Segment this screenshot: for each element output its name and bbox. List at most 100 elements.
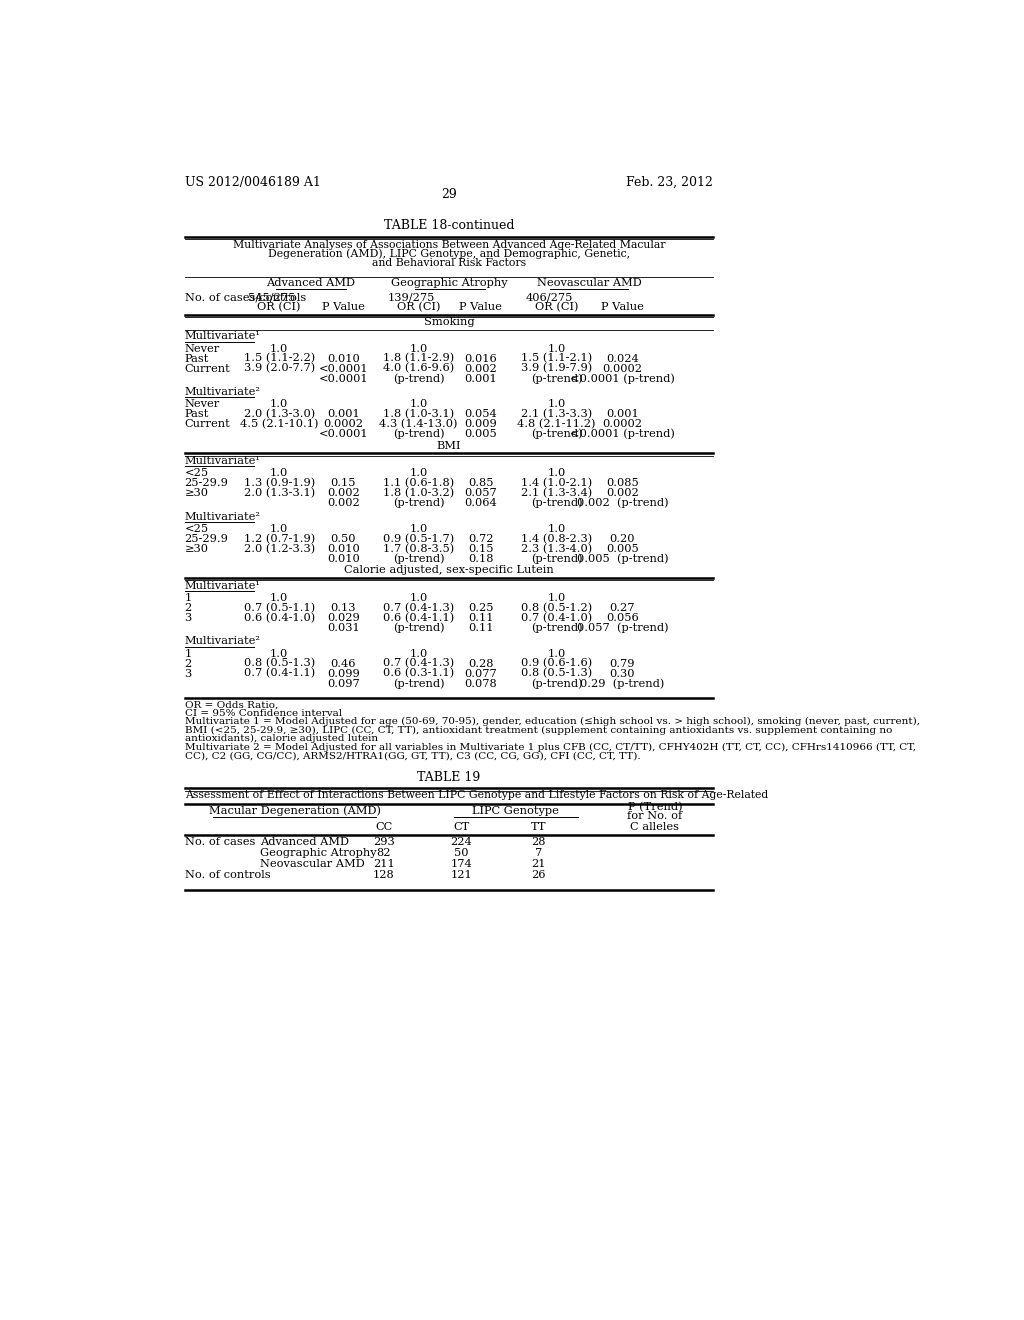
Text: 1.0: 1.0 [548, 399, 565, 409]
Text: 0.009: 0.009 [464, 420, 497, 429]
Text: 21: 21 [531, 859, 546, 869]
Text: No. of controls: No. of controls [184, 870, 270, 879]
Text: 0.6 (0.3-1.1): 0.6 (0.3-1.1) [383, 668, 455, 678]
Text: 1.0: 1.0 [270, 343, 288, 354]
Text: Never: Never [184, 399, 220, 409]
Text: 0.28: 0.28 [468, 659, 494, 669]
Text: 0.005: 0.005 [606, 544, 639, 554]
Text: 1.0: 1.0 [410, 469, 428, 478]
Text: 1.0: 1.0 [410, 593, 428, 603]
Text: Geographic Atrophy: Geographic Atrophy [260, 847, 377, 858]
Text: 0.097: 0.097 [327, 678, 359, 689]
Text: <0.0001: <0.0001 [318, 374, 369, 384]
Text: Macular Degeneration (AMD): Macular Degeneration (AMD) [209, 807, 381, 817]
Text: OR = Odds Ratio,: OR = Odds Ratio, [184, 701, 278, 709]
Text: 0.054: 0.054 [464, 409, 497, 420]
Text: OR (CI): OR (CI) [397, 302, 440, 312]
Text: 0.6 (0.4-1.0): 0.6 (0.4-1.0) [244, 612, 314, 623]
Text: 0.50: 0.50 [331, 533, 356, 544]
Text: 0.010: 0.010 [327, 544, 359, 554]
Text: 1.0: 1.0 [548, 524, 565, 533]
Text: 1.0: 1.0 [270, 469, 288, 478]
Text: 0.9 (0.5-1.7): 0.9 (0.5-1.7) [383, 533, 455, 544]
Text: 2: 2 [184, 603, 191, 614]
Text: 0.8 (0.5-1.2): 0.8 (0.5-1.2) [521, 603, 592, 614]
Text: 3: 3 [184, 614, 191, 623]
Text: 0.20: 0.20 [609, 533, 635, 544]
Text: 0.27: 0.27 [609, 603, 635, 614]
Text: Multivariate¹: Multivariate¹ [184, 581, 260, 591]
Text: 121: 121 [451, 870, 472, 879]
Text: 2.3 (1.3-4.0): 2.3 (1.3-4.0) [521, 544, 592, 554]
Text: Advanced AMD: Advanced AMD [260, 837, 349, 847]
Text: 0.010: 0.010 [327, 354, 359, 364]
Text: <0.0001 (p-trend): <0.0001 (p-trend) [570, 374, 675, 384]
Text: 0.0002: 0.0002 [324, 420, 364, 429]
Text: <0.0001 (p-trend): <0.0001 (p-trend) [570, 429, 675, 440]
Text: 1.2 (0.7-1.9): 1.2 (0.7-1.9) [244, 533, 314, 544]
Text: (p-trend): (p-trend) [393, 678, 444, 689]
Text: 1.8 (1.1-2.9): 1.8 (1.1-2.9) [383, 354, 455, 364]
Text: OR (CI): OR (CI) [257, 302, 301, 312]
Text: Geographic Atrophy: Geographic Atrophy [391, 279, 508, 288]
Text: LIPC Genotype: LIPC Genotype [472, 807, 559, 817]
Text: Multivariate¹: Multivariate¹ [184, 457, 260, 466]
Text: Smoking: Smoking [424, 318, 474, 327]
Text: 1.5 (1.1-2.1): 1.5 (1.1-2.1) [521, 354, 592, 364]
Text: 0.002: 0.002 [327, 499, 359, 508]
Text: Current: Current [184, 364, 230, 374]
Text: 50: 50 [454, 847, 469, 858]
Text: 0.7 (0.4-1.1): 0.7 (0.4-1.1) [244, 668, 314, 678]
Text: 2.0 (1.2-3.3): 2.0 (1.2-3.3) [244, 544, 314, 554]
Text: 4.8 (2.1-11.2): 4.8 (2.1-11.2) [517, 418, 596, 429]
Text: Past: Past [184, 409, 209, 420]
Text: (p-trend): (p-trend) [530, 678, 583, 689]
Text: (p-trend): (p-trend) [530, 623, 583, 634]
Text: 0.8 (0.5-1.3): 0.8 (0.5-1.3) [521, 668, 592, 678]
Text: ≥30: ≥30 [184, 544, 209, 554]
Text: 1.8 (1.0-3.1): 1.8 (1.0-3.1) [383, 409, 455, 420]
Text: 0.005: 0.005 [464, 429, 497, 440]
Text: 2.1 (1.3-3.3): 2.1 (1.3-3.3) [521, 409, 592, 420]
Text: 0.7 (0.4-1.3): 0.7 (0.4-1.3) [383, 659, 455, 669]
Text: 0.18: 0.18 [468, 554, 494, 564]
Text: 0.9 (0.6-1.6): 0.9 (0.6-1.6) [521, 659, 592, 669]
Text: 224: 224 [451, 837, 472, 847]
Text: Multivariate²: Multivariate² [184, 512, 260, 521]
Text: 2.0 (1.3-3.0): 2.0 (1.3-3.0) [244, 409, 314, 420]
Text: 7: 7 [536, 847, 543, 858]
Text: No. of cases/controls: No. of cases/controls [184, 292, 306, 302]
Text: US 2012/0046189 A1: US 2012/0046189 A1 [184, 176, 321, 189]
Text: 0.11: 0.11 [468, 623, 494, 634]
Text: 0.024: 0.024 [606, 354, 639, 364]
Text: 1.0: 1.0 [548, 469, 565, 478]
Text: <25: <25 [184, 469, 209, 478]
Text: 1.0: 1.0 [410, 343, 428, 354]
Text: Multivariate Analyses of Associations Between Advanced Age-Related Macular: Multivariate Analyses of Associations Be… [232, 240, 666, 249]
Text: Advanced AMD: Advanced AMD [266, 279, 355, 288]
Text: 0.13: 0.13 [331, 603, 356, 614]
Text: 1.4 (1.0-2.1): 1.4 (1.0-2.1) [521, 478, 592, 488]
Text: (p-trend): (p-trend) [530, 429, 583, 440]
Text: P (Trend): P (Trend) [628, 803, 682, 813]
Text: (p-trend): (p-trend) [530, 498, 583, 508]
Text: 0.056: 0.056 [606, 614, 639, 623]
Text: 4.0 (1.6-9.6): 4.0 (1.6-9.6) [383, 363, 455, 374]
Text: 2.1 (1.3-3.4): 2.1 (1.3-3.4) [521, 488, 592, 499]
Text: 0.001: 0.001 [464, 374, 497, 384]
Text: 1.0: 1.0 [270, 648, 288, 659]
Text: 0.031: 0.031 [327, 623, 359, 634]
Text: 1: 1 [184, 648, 191, 659]
Text: 128: 128 [373, 870, 394, 879]
Text: BMI: BMI [436, 441, 461, 450]
Text: 0.30: 0.30 [609, 669, 635, 678]
Text: 0.0002: 0.0002 [602, 364, 642, 374]
Text: (p-trend): (p-trend) [393, 623, 444, 634]
Text: 139/275: 139/275 [387, 292, 434, 302]
Text: Neovascular AMD: Neovascular AMD [260, 859, 365, 869]
Text: (p-trend): (p-trend) [393, 429, 444, 440]
Text: No. of cases: No. of cases [184, 837, 255, 847]
Text: 1.0: 1.0 [270, 524, 288, 533]
Text: 0.001: 0.001 [327, 409, 359, 420]
Text: 0.7 (0.4-1.0): 0.7 (0.4-1.0) [521, 612, 592, 623]
